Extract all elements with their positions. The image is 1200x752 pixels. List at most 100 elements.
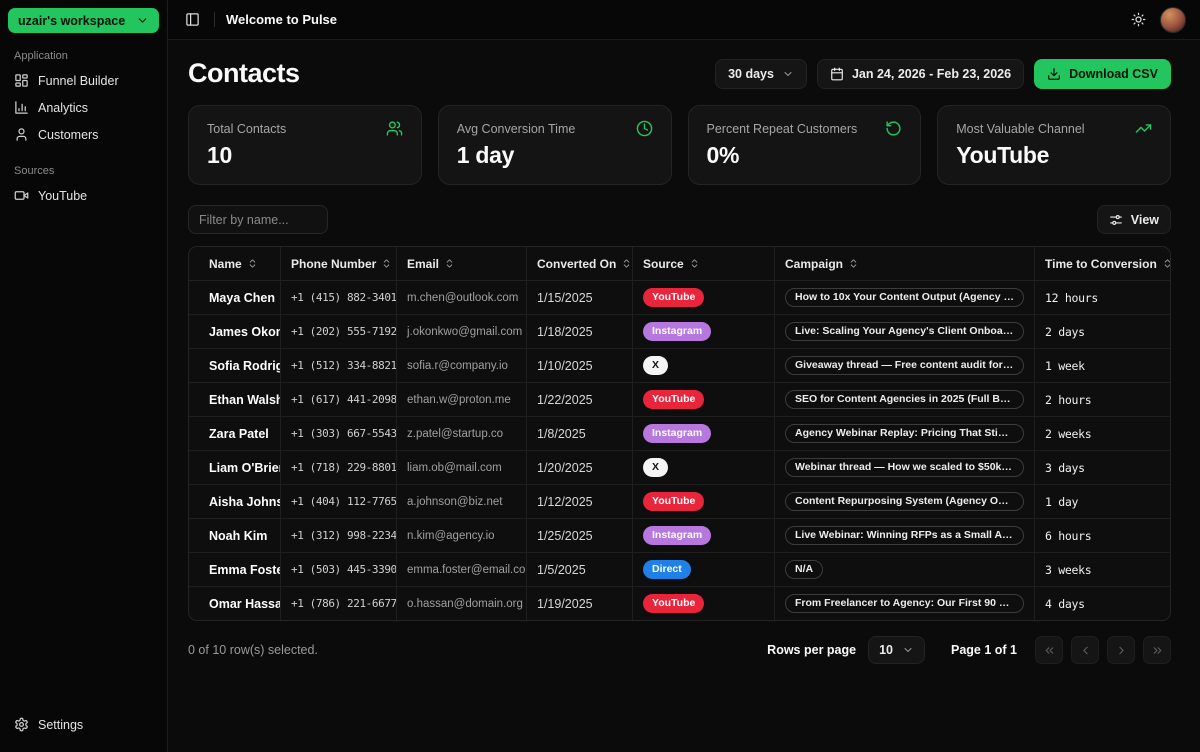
- stat-card-percent-repeat-customers: Percent Repeat Customers 0%: [687, 105, 922, 185]
- sidebar-item-settings[interactable]: Settings: [8, 711, 159, 738]
- table-row[interactable]: James Okonkwo +1 (202) 555-7192 j.okonkw…: [189, 315, 1170, 349]
- last-page-button[interactable]: [1143, 636, 1171, 664]
- cell-converted-on: 1/8/2025: [527, 417, 633, 450]
- chevron-right-icon: [1115, 644, 1128, 657]
- cell-name: Ethan Walsh: [189, 383, 281, 416]
- column-header-campaign[interactable]: Campaign: [775, 247, 1035, 280]
- cell-name: James Okonkwo: [189, 315, 281, 348]
- page-header: Contacts 30 days Jan 24, 2026 - Feb 23, …: [188, 58, 1171, 89]
- campaign-pill: Agency Webinar Replay: Pricing That Stic…: [785, 424, 1024, 443]
- contacts-table: Name Phone Number Email Converted On Sou…: [188, 246, 1171, 621]
- table-row[interactable]: Noah Kim +1 (312) 998-2234 n.kim@agency.…: [189, 519, 1170, 553]
- rows-per-page-select[interactable]: 10: [868, 636, 925, 664]
- source-badge: YouTube: [643, 288, 705, 307]
- column-header-converted-on[interactable]: Converted On: [527, 247, 633, 280]
- cell-converted-on: 1/18/2025: [527, 315, 633, 348]
- workspace-name: uzair's workspace: [18, 13, 126, 28]
- source-badge: Instagram: [643, 424, 712, 443]
- next-page-button[interactable]: [1107, 636, 1135, 664]
- rows-per-page-label: Rows per page: [767, 643, 857, 657]
- cell-time-to-conversion: 3 days: [1045, 460, 1085, 475]
- cell-name: Noah Kim: [189, 519, 281, 552]
- column-header-name[interactable]: Name: [189, 247, 281, 280]
- cell-name: Sofia Rodriguez: [189, 349, 281, 382]
- view-button[interactable]: View: [1096, 205, 1171, 234]
- chevron-left-icon: [1079, 644, 1092, 657]
- page-actions: 30 days Jan 24, 2026 - Feb 23, 2026 Down…: [715, 58, 1171, 89]
- sort-icon: [444, 258, 455, 269]
- cell-converted-on: 1/10/2025: [527, 349, 633, 382]
- chevron-down-icon: [782, 68, 794, 80]
- cell-source: X: [633, 349, 775, 382]
- cell-source: Direct: [633, 553, 775, 586]
- sidebar-item-funnel-builder[interactable]: Funnel Builder: [8, 67, 159, 94]
- sort-icon: [1162, 258, 1170, 269]
- table-row[interactable]: Aisha Johnson +1 (404) 112-7765 a.johnso…: [189, 485, 1170, 519]
- sidebar-item-youtube[interactable]: YouTube: [8, 182, 159, 209]
- source-badge: YouTube: [643, 390, 705, 409]
- sort-icon: [689, 258, 700, 269]
- stat-label: Most Valuable Channel: [956, 121, 1085, 136]
- date-range-value: Jan 24, 2026 - Feb 23, 2026: [851, 66, 1012, 81]
- sidebar-section-label: Sources: [14, 165, 55, 177]
- cell-campaign: Agency Webinar Replay: Pricing That Stic…: [775, 417, 1035, 450]
- table-row[interactable]: Sofia Rodriguez +1 (512) 334-8821 sofia.…: [189, 349, 1170, 383]
- cell-email: emma.foster@email.com: [397, 553, 527, 586]
- clock-icon: [636, 120, 653, 137]
- sidebar-item-analytics[interactable]: Analytics: [8, 94, 159, 121]
- workspace-switcher[interactable]: uzair's workspace: [8, 8, 159, 33]
- sidebar-toggle-button[interactable]: [182, 9, 203, 30]
- campaign-pill: SEO for Content Agencies in 2025 (Full B…: [785, 390, 1024, 409]
- column-header-time-to-conversion[interactable]: Time to Conversion: [1035, 247, 1170, 280]
- cell-email: j.okonkwo@gmail.com: [397, 315, 527, 348]
- first-page-button[interactable]: [1035, 636, 1063, 664]
- cell-time-to-conversion: 3 weeks: [1045, 562, 1092, 577]
- cell-phone: +1 (303) 667-5543: [281, 417, 397, 450]
- cell-name: Zara Patel: [189, 417, 281, 450]
- column-header-source[interactable]: Source: [633, 247, 775, 280]
- cell-converted-on: 1/22/2025: [527, 383, 633, 416]
- topbar-title: Welcome to Pulse: [226, 12, 338, 27]
- sidebar-item-customers[interactable]: Customers: [8, 121, 159, 148]
- download-csv-button[interactable]: Download CSV: [1034, 58, 1171, 89]
- campaign-pill: Live Webinar: Winning RFPs as a Small Ag…: [785, 526, 1024, 545]
- sun-icon: [1131, 12, 1146, 27]
- sidebar-section-label: Application: [14, 50, 68, 62]
- column-header-email[interactable]: Email: [397, 247, 527, 280]
- sidebar-footer: Settings: [8, 711, 159, 744]
- cell-email: o.hassan@domain.org: [397, 587, 527, 620]
- cell-phone: +1 (512) 334-8821: [281, 349, 397, 382]
- sort-icon: [381, 258, 392, 269]
- campaign-pill: N/A: [785, 560, 824, 579]
- column-header-label: Email: [407, 256, 440, 271]
- table-row[interactable]: Maya Chen +1 (415) 882-3401 m.chen@outlo…: [189, 281, 1170, 315]
- user-avatar[interactable]: [1160, 6, 1186, 33]
- cell-phone: +1 (718) 229-8801: [281, 451, 397, 484]
- cell-time-to-conversion: 2 weeks: [1045, 426, 1092, 441]
- table-row[interactable]: Ethan Walsh +1 (617) 441-2098 ethan.w@pr…: [189, 383, 1170, 417]
- theme-toggle-button[interactable]: [1128, 9, 1149, 30]
- pager: [1035, 636, 1171, 664]
- table-row[interactable]: Emma Foster +1 (503) 445-3390 emma.foste…: [189, 553, 1170, 587]
- sort-icon: [848, 258, 859, 269]
- filter-input[interactable]: [188, 205, 328, 234]
- source-badge: Instagram: [643, 526, 712, 545]
- sidebar-item-label: Analytics: [38, 100, 89, 115]
- sort-icon: [621, 258, 632, 269]
- range-selector-value: 30 days: [728, 66, 774, 81]
- range-selector[interactable]: 30 days: [715, 58, 807, 89]
- column-header-phone-number[interactable]: Phone Number: [281, 247, 397, 280]
- source-badge: YouTube: [643, 594, 705, 613]
- cell-converted-on: 1/20/2025: [527, 451, 633, 484]
- stat-label: Percent Repeat Customers: [706, 121, 858, 136]
- table-row[interactable]: Zara Patel +1 (303) 667-5543 z.patel@sta…: [189, 417, 1170, 451]
- cell-converted-on: 1/19/2025: [527, 587, 633, 620]
- cell-name: Emma Foster: [189, 553, 281, 586]
- table-row[interactable]: Omar Hassan +1 (786) 221-6677 o.hassan@d…: [189, 587, 1170, 620]
- cell-source: YouTube: [633, 587, 775, 620]
- previous-page-button[interactable]: [1071, 636, 1099, 664]
- date-range-button[interactable]: Jan 24, 2026 - Feb 23, 2026: [816, 58, 1025, 89]
- table-row[interactable]: Liam O'Brien +1 (718) 229-8801 liam.ob@m…: [189, 451, 1170, 485]
- cell-source: YouTube: [633, 281, 775, 314]
- cell-email: ethan.w@proton.me: [397, 383, 527, 416]
